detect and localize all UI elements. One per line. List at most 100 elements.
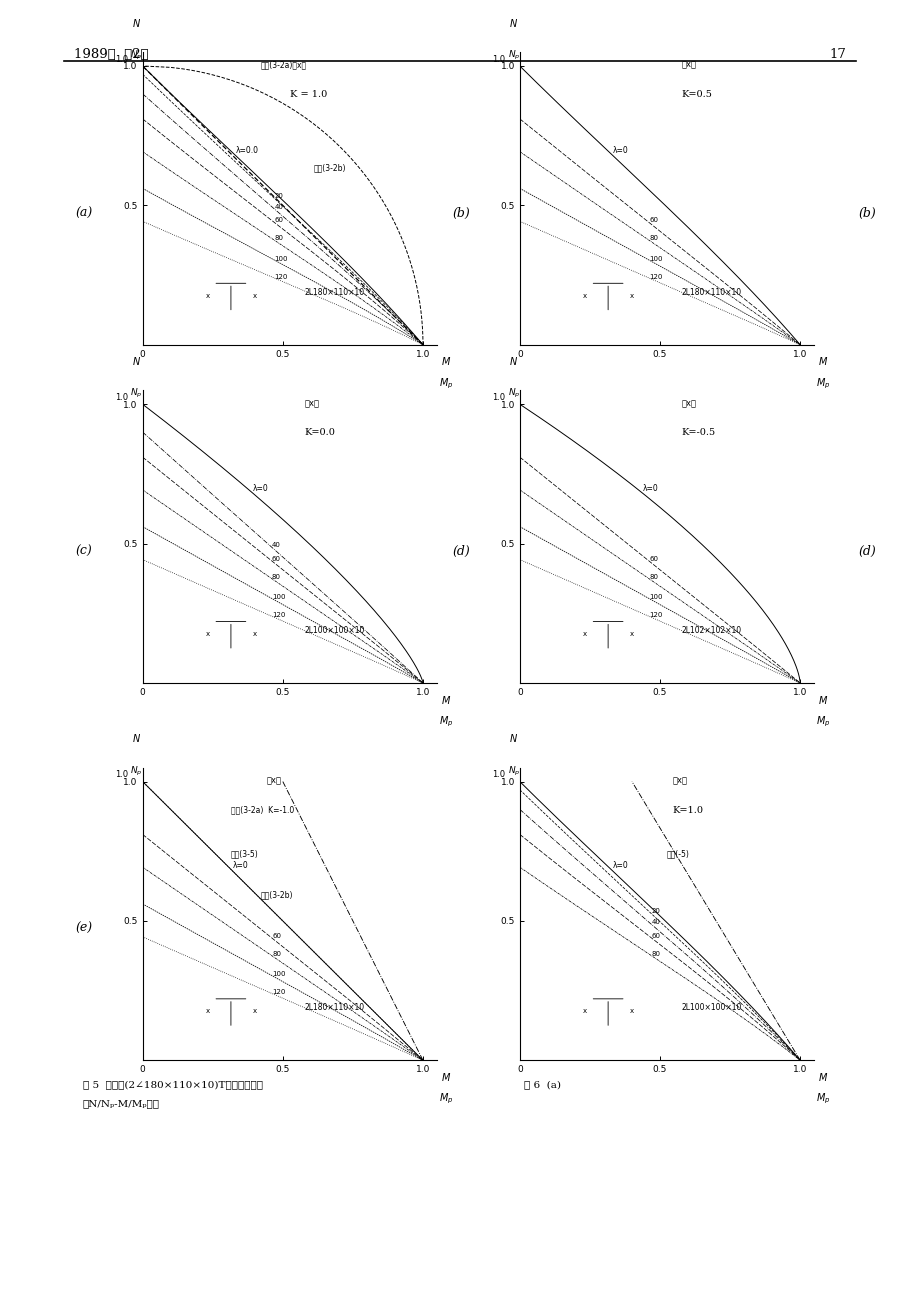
Text: 80: 80 (272, 951, 281, 958)
Text: K=0.5: K=0.5 (681, 90, 712, 99)
Text: (a): (a) (75, 207, 92, 220)
Text: λ=0: λ=0 (233, 861, 248, 870)
Text: $M_p$: $M_p$ (815, 714, 829, 729)
Text: $M_p$: $M_p$ (438, 376, 452, 390)
Text: 40: 40 (275, 204, 283, 209)
Text: 1.0: 1.0 (492, 393, 505, 402)
Text: 绕x轴: 绕x轴 (304, 399, 319, 409)
Text: 1.0: 1.0 (492, 55, 505, 64)
Text: 80: 80 (272, 574, 280, 580)
Text: λ=0: λ=0 (253, 484, 268, 493)
Text: $M$: $M$ (440, 355, 450, 367)
Text: 17: 17 (829, 48, 845, 61)
Text: λ=0: λ=0 (612, 861, 628, 870)
Text: $M_p$: $M_p$ (438, 1092, 452, 1106)
Text: λ=0: λ=0 (641, 484, 657, 493)
Text: x: x (252, 1008, 256, 1015)
Text: $M_p$: $M_p$ (815, 376, 829, 390)
Text: 80: 80 (652, 951, 660, 958)
Text: 40: 40 (272, 543, 280, 548)
Text: $N_p$: $N_p$ (507, 765, 519, 778)
Text: $M_p$: $M_p$ (815, 1092, 829, 1106)
Text: x: x (582, 293, 586, 299)
Text: 120: 120 (272, 611, 285, 618)
Text: 120: 120 (272, 989, 286, 995)
Text: (c): (c) (75, 545, 92, 558)
Text: $M_p$: $M_p$ (438, 714, 452, 729)
Text: x: x (205, 293, 210, 299)
Text: $N_p$: $N_p$ (507, 49, 519, 62)
Text: $N_p$: $N_p$ (130, 388, 142, 401)
Text: 120: 120 (649, 273, 662, 280)
Text: x: x (629, 631, 633, 637)
Text: 100: 100 (272, 595, 285, 600)
Text: (e): (e) (75, 922, 92, 935)
Text: 2L100×100×10: 2L100×100×10 (304, 626, 365, 635)
Text: x: x (582, 631, 586, 637)
Text: 100: 100 (649, 256, 662, 262)
Text: (b): (b) (451, 207, 470, 220)
Text: 公式(3-2b): 公式(3-2b) (260, 890, 292, 899)
Text: 120: 120 (275, 273, 288, 280)
Text: 80: 80 (275, 235, 283, 242)
Text: 100: 100 (648, 595, 662, 600)
Text: 100: 100 (275, 256, 288, 262)
Text: 2L100×100×10: 2L100×100×10 (681, 1003, 742, 1012)
Text: 60: 60 (649, 217, 658, 224)
Text: 公式(3-5): 公式(3-5) (231, 850, 258, 859)
Text: 80: 80 (648, 574, 657, 580)
Text: (b): (b) (857, 207, 875, 220)
Text: 1.0: 1.0 (115, 55, 128, 64)
Text: λ=0.0: λ=0.0 (235, 146, 258, 155)
Text: $N$: $N$ (132, 732, 142, 744)
Text: x: x (629, 293, 633, 299)
Text: (d): (d) (451, 545, 470, 558)
Text: K = 1.0: K = 1.0 (289, 90, 326, 99)
Text: x: x (205, 1008, 210, 1015)
Text: 100: 100 (272, 972, 286, 977)
Text: $N$: $N$ (509, 732, 518, 744)
Text: 2L180×110×10: 2L180×110×10 (304, 1003, 364, 1012)
Text: x: x (252, 631, 256, 637)
Text: 图 6  (a): 图 6 (a) (524, 1080, 561, 1089)
Text: $M$: $M$ (817, 693, 827, 705)
Text: 2L102×102×10: 2L102×102×10 (681, 626, 741, 635)
Text: x: x (629, 1008, 633, 1015)
Text: 绕x轴: 绕x轴 (672, 777, 687, 786)
Text: $N$: $N$ (132, 355, 142, 367)
Text: $N$: $N$ (509, 355, 518, 367)
Text: 20: 20 (275, 193, 283, 199)
Text: λ=0: λ=0 (612, 146, 628, 155)
Text: $N_p$: $N_p$ (507, 388, 519, 401)
Text: $N_p$: $N_p$ (130, 765, 142, 778)
Text: $M$: $M$ (440, 1071, 450, 1082)
Text: x: x (205, 631, 210, 637)
Text: 绕x轴: 绕x轴 (681, 399, 696, 409)
Text: 2L180×110×10: 2L180×110×10 (304, 288, 364, 297)
Text: $M$: $M$ (817, 1071, 827, 1082)
Text: 20: 20 (652, 908, 660, 915)
Text: $M$: $M$ (817, 355, 827, 367)
Text: (d): (d) (857, 545, 875, 558)
Text: 公式(3-2a)绕x轴: 公式(3-2a)绕x轴 (260, 61, 306, 70)
Text: 曲N/Nₚ-M/Mₚ曲线: 曲N/Nₚ-M/Mₚ曲线 (83, 1099, 160, 1108)
Text: K=1.0: K=1.0 (672, 805, 703, 814)
Text: 60: 60 (648, 556, 657, 562)
Text: 1.0: 1.0 (115, 770, 128, 779)
Text: 图 5  双角钢(2∠180×110×10)T形截面正向弯: 图 5 双角钢(2∠180×110×10)T形截面正向弯 (83, 1080, 263, 1089)
Text: x: x (252, 293, 256, 299)
Text: 40: 40 (652, 920, 660, 925)
Text: 60: 60 (275, 217, 283, 224)
Text: 1.0: 1.0 (492, 770, 505, 779)
Text: 120: 120 (648, 611, 662, 618)
Text: 60: 60 (272, 933, 281, 939)
Text: $N$: $N$ (132, 17, 142, 29)
Text: 公式(-5): 公式(-5) (666, 850, 689, 859)
Text: 60: 60 (652, 933, 660, 939)
Text: 1.0: 1.0 (115, 393, 128, 402)
Text: $N_p$: $N_p$ (130, 49, 142, 62)
Text: x: x (582, 1008, 586, 1015)
Text: $N$: $N$ (509, 17, 518, 29)
Text: 公式(3-2b): 公式(3-2b) (313, 163, 346, 172)
Text: 公式(3-2a)  K=-1.0: 公式(3-2a) K=-1.0 (231, 805, 294, 814)
